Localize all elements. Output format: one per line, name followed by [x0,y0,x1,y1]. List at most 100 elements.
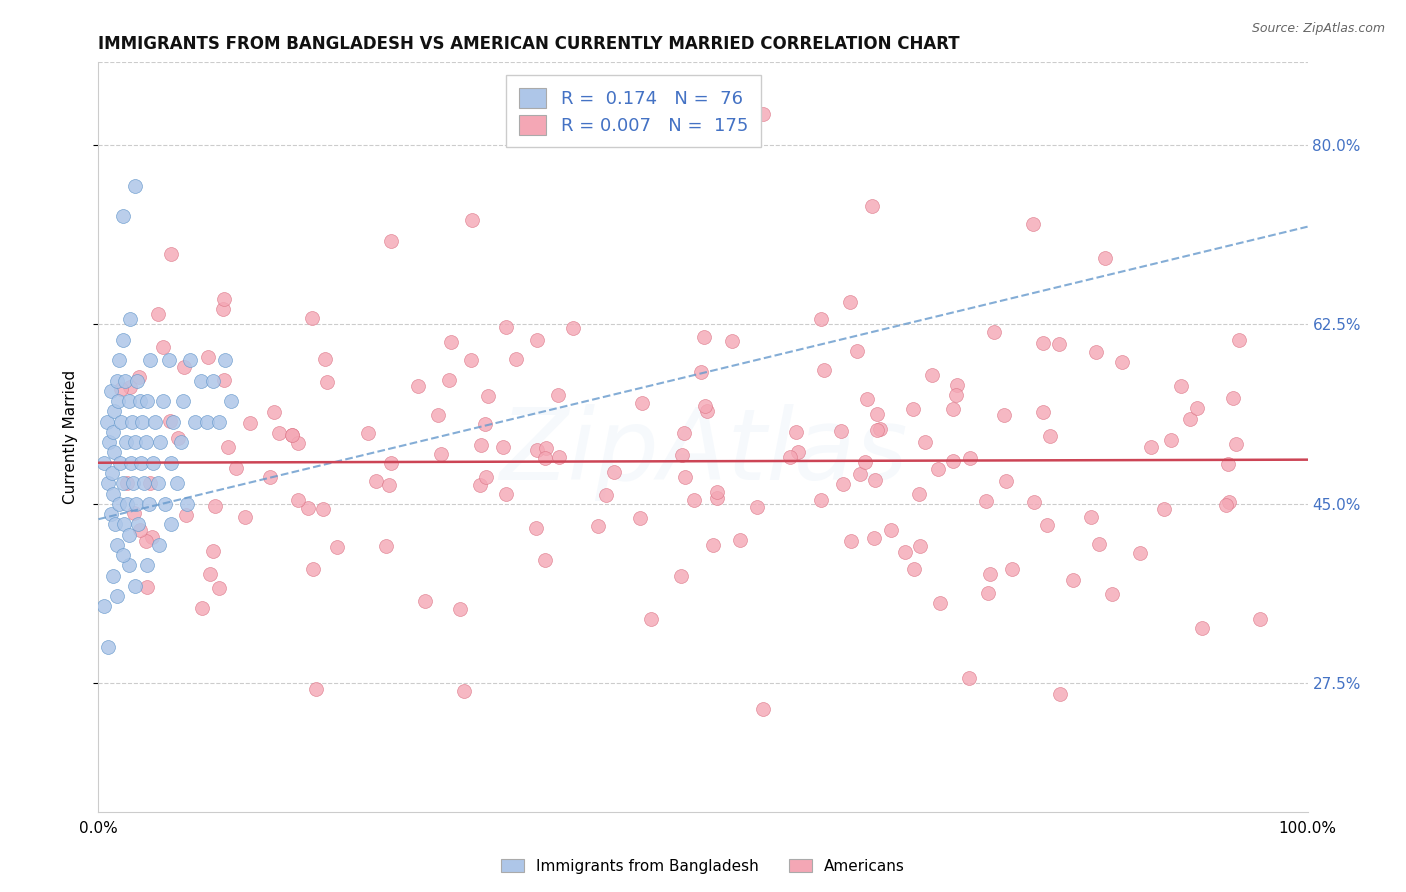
Point [813,363,835,377]
Point [121,415,143,429]
Point [197,350,219,364]
Point [111,210,134,224]
Point [1087,536,1109,550]
Point [138,497,160,511]
Point [212,373,235,387]
Point [1129,546,1152,560]
Point [136,580,159,594]
Point [752,107,775,121]
Point [430,447,453,461]
Point [477,388,499,402]
Point [628,510,651,524]
Point [97,640,120,655]
Point [152,340,174,354]
Point [105,589,128,603]
Legend: R =  0.174   N =  76, R = 0.007   N =  175: R = 0.174 N = 76, R = 0.007 N = 175 [506,75,761,147]
Point [280,428,302,442]
Point [1185,401,1208,415]
Point [101,486,124,500]
Point [752,702,775,716]
Point [437,373,460,387]
Point [426,408,449,422]
Point [865,407,887,421]
Point [547,450,569,464]
Point [929,596,952,610]
Point [449,601,471,615]
Point [1101,587,1123,601]
Point [908,540,931,554]
Point [157,353,180,368]
Point [547,388,569,402]
Point [976,494,998,508]
Point [901,401,924,416]
Point [942,401,965,416]
Point [1191,621,1213,635]
Point [671,448,693,462]
Point [103,445,125,459]
Point [942,454,965,468]
Point [135,435,157,450]
Point [160,456,183,470]
Point [702,538,724,552]
Point [534,450,557,465]
Point [364,475,387,489]
Point [474,470,496,484]
Point [221,394,243,409]
Point [107,394,129,409]
Point [849,467,872,481]
Point [167,431,190,445]
Point [1085,345,1108,359]
Point [115,476,138,491]
Point [673,470,696,484]
Point [380,456,402,470]
Point [135,533,157,548]
Point [983,326,1005,340]
Point [1218,495,1240,509]
Point [148,538,170,552]
Point [495,320,517,334]
Point [492,441,515,455]
Point [159,247,181,261]
Point [100,507,122,521]
Point [785,425,807,439]
Point [839,534,862,549]
Point [174,508,197,522]
Point [839,294,862,309]
Point [866,423,889,437]
Point [863,474,886,488]
Point [195,415,218,429]
Point [207,582,229,596]
Point [105,538,128,552]
Point [863,532,886,546]
Point [108,353,131,368]
Point [1001,562,1024,576]
Point [927,462,949,476]
Point [326,540,349,554]
Point [779,450,801,465]
Point [101,425,124,439]
Point [93,599,115,614]
Point [110,382,132,396]
Point [297,500,319,515]
Point [1080,510,1102,524]
Point [112,517,135,532]
Text: IMMIGRANTS FROM BANGLADESH VS AMERICAN CURRENTLY MARRIED CORRELATION CHART: IMMIGRANTS FROM BANGLADESH VS AMERICAN C… [98,35,960,53]
Point [287,493,309,508]
Point [505,351,527,366]
Point [118,312,141,326]
Point [129,456,152,470]
Point [176,497,198,511]
Point [1111,354,1133,368]
Point [190,374,212,388]
Point [377,478,399,492]
Point [526,333,548,347]
Point [104,517,127,532]
Point [903,562,925,576]
Point [108,456,131,470]
Point [1022,494,1045,508]
Point [100,384,122,398]
Point [1227,333,1250,347]
Point [93,456,115,470]
Point [468,478,491,492]
Point [267,426,290,441]
